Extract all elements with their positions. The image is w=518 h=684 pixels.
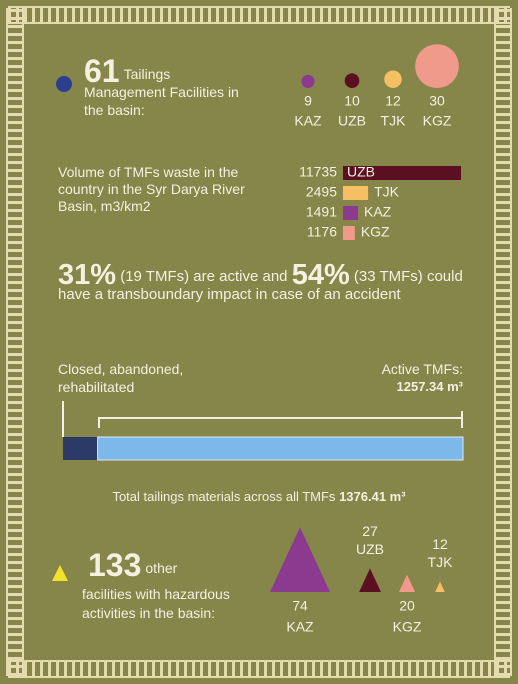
country-triangle — [435, 582, 445, 592]
bar-value: 1176 — [307, 224, 337, 240]
bar — [343, 186, 368, 200]
bar — [343, 226, 355, 240]
country-value: 74 — [292, 598, 308, 614]
bracket — [99, 418, 462, 428]
country-triangle — [359, 568, 381, 592]
bar-value: 11735 — [299, 164, 337, 180]
marks: 9 KAZ 10 UZB 12 TJK 30 KGZ 11735 UZB 2495 TJK 1491 KA… — [0, 0, 518, 684]
country-value: 20 — [399, 598, 415, 614]
country-value: 10 — [344, 93, 360, 109]
country-circle — [301, 75, 314, 88]
active-bar — [98, 437, 463, 460]
country-triangle — [270, 527, 330, 592]
icon-dot — [56, 76, 72, 92]
infographic: 61Tailings Management Facilities in the … — [0, 0, 518, 684]
country-value: 30 — [429, 93, 445, 109]
bar-name: KAZ — [364, 204, 392, 220]
country-name: UZB — [356, 541, 384, 557]
bar-name: UZB — [347, 164, 375, 180]
country-value: 12 — [432, 536, 448, 552]
country-circle — [384, 70, 402, 88]
bar-value: 1491 — [306, 204, 337, 220]
country-name: KAZ — [294, 113, 322, 129]
country-circle — [415, 44, 459, 88]
bar — [343, 206, 358, 220]
bar-name: TJK — [374, 184, 400, 200]
country-name: KAZ — [286, 619, 314, 635]
bar-name: KGZ — [361, 224, 390, 240]
icon-triangle — [52, 565, 68, 581]
country-name: TJK — [428, 554, 454, 570]
country-triangle — [399, 575, 415, 592]
country-name: KGZ — [423, 113, 452, 129]
country-value: 12 — [385, 93, 401, 109]
country-circle — [345, 73, 360, 88]
country-name: TJK — [381, 113, 407, 129]
country-name: KGZ — [393, 619, 422, 635]
country-value: 27 — [362, 523, 378, 539]
bar-value: 2495 — [306, 184, 337, 200]
country-name: UZB — [338, 113, 366, 129]
country-value: 9 — [304, 93, 312, 109]
